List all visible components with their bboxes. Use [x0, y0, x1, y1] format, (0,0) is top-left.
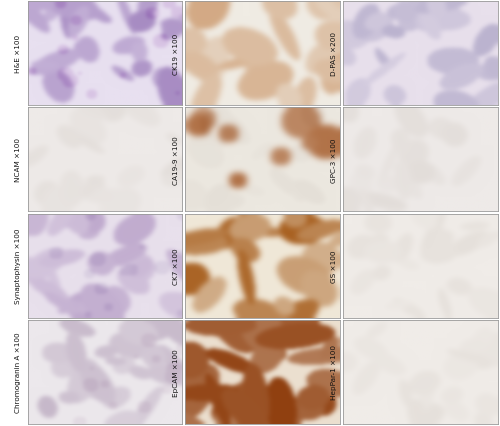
Text: Chromogranin A ×100: Chromogranin A ×100 — [16, 332, 22, 412]
Text: H&E ×100: H&E ×100 — [16, 35, 22, 73]
Text: HepPar-1 ×100: HepPar-1 ×100 — [331, 345, 337, 400]
Text: D-PAS ×200: D-PAS ×200 — [331, 32, 337, 76]
Text: NCAM ×100: NCAM ×100 — [16, 138, 22, 182]
Text: GS ×100: GS ×100 — [331, 250, 337, 282]
Text: Synaptophysin ×100: Synaptophysin ×100 — [16, 228, 22, 304]
Text: CK7 ×100: CK7 ×100 — [173, 248, 179, 284]
Text: CA19-9 ×100: CA19-9 ×100 — [173, 135, 179, 184]
Text: GPC-3 ×100: GPC-3 ×100 — [331, 138, 337, 182]
Text: EpCAM ×100: EpCAM ×100 — [173, 348, 179, 396]
Text: CK19 ×100: CK19 ×100 — [173, 33, 179, 75]
